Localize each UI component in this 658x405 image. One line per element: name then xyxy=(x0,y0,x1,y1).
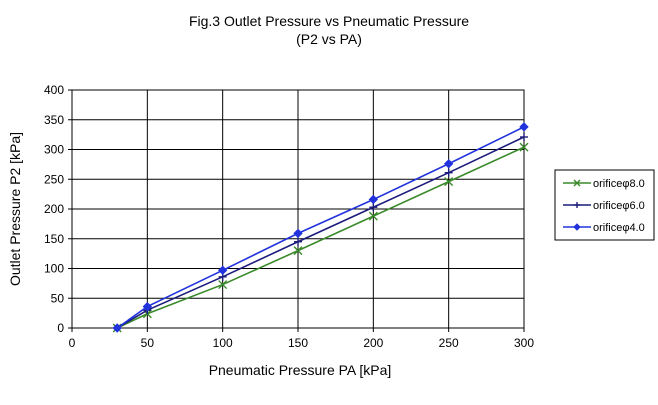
legend-label: orificeφ4.0 xyxy=(593,222,645,234)
x-tick-label: 100 xyxy=(213,336,233,350)
x-tick-label: 0 xyxy=(69,336,76,350)
y-tick-label: 300 xyxy=(44,143,64,157)
legend: orificeφ8.0 orificeφ6.0 orificeφ4.0 xyxy=(554,169,655,241)
y-tick-label: 0 xyxy=(57,321,64,335)
legend-label: orificeφ6.0 xyxy=(593,200,645,212)
data-point xyxy=(217,265,228,275)
data-point xyxy=(294,237,302,246)
data-point xyxy=(519,122,529,132)
data-point xyxy=(443,159,454,169)
x-tick-label: 50 xyxy=(141,336,155,350)
data-point xyxy=(369,203,378,212)
marker-stroke xyxy=(519,142,529,152)
data-point xyxy=(368,211,378,221)
chart-title: Fig.3 Outlet Pressure vs Pneumatic Press… xyxy=(189,13,469,29)
y-tick-label: 100 xyxy=(44,262,64,276)
marker-stroke xyxy=(444,177,454,187)
legend-marker xyxy=(574,202,580,208)
legend-entries: orificeφ8.0 orificeφ6.0 orificeφ4.0 xyxy=(563,178,645,234)
data-point xyxy=(293,228,303,239)
y-tick-label: 200 xyxy=(44,202,64,216)
data-point xyxy=(444,177,454,187)
y-tick-label: 250 xyxy=(44,172,64,186)
marker-stroke xyxy=(218,280,228,290)
legend-label: orificeφ8.0 xyxy=(593,178,645,190)
tick-labels: 0 50 100 150 200 250 300 350 400 0 50 100 150 200 250 3… xyxy=(44,83,534,350)
data-point xyxy=(112,323,122,333)
data-point xyxy=(520,133,528,142)
x-axis-title: Pneumatic Pressure PA [kPa] xyxy=(209,362,392,378)
x-tick-label: 250 xyxy=(439,336,459,350)
x-tick-label: 200 xyxy=(363,336,383,350)
y-tick-label: 150 xyxy=(44,232,64,246)
data-point xyxy=(293,246,303,256)
data-point xyxy=(368,194,379,205)
y-axis-title: Outlet Pressure P2 [kPa] xyxy=(7,132,23,286)
marker-stroke xyxy=(293,246,303,256)
data-point xyxy=(519,142,529,152)
data-point xyxy=(218,280,228,290)
y-tick-label: 350 xyxy=(44,113,64,127)
marker-stroke xyxy=(368,211,378,221)
legend-marker xyxy=(573,179,581,187)
y-tick-label: 400 xyxy=(44,83,64,97)
legend-marker xyxy=(573,223,581,231)
data-point xyxy=(142,301,153,312)
marker-stroke xyxy=(573,179,581,187)
x-tick-label: 300 xyxy=(514,336,534,350)
x-tick-label: 150 xyxy=(288,336,308,350)
chart-subtitle: (P2 vs PA) xyxy=(296,31,362,47)
series-group xyxy=(112,122,529,333)
data-point xyxy=(444,168,453,177)
grid-lines xyxy=(72,90,524,328)
y-tick-label: 50 xyxy=(51,291,65,305)
